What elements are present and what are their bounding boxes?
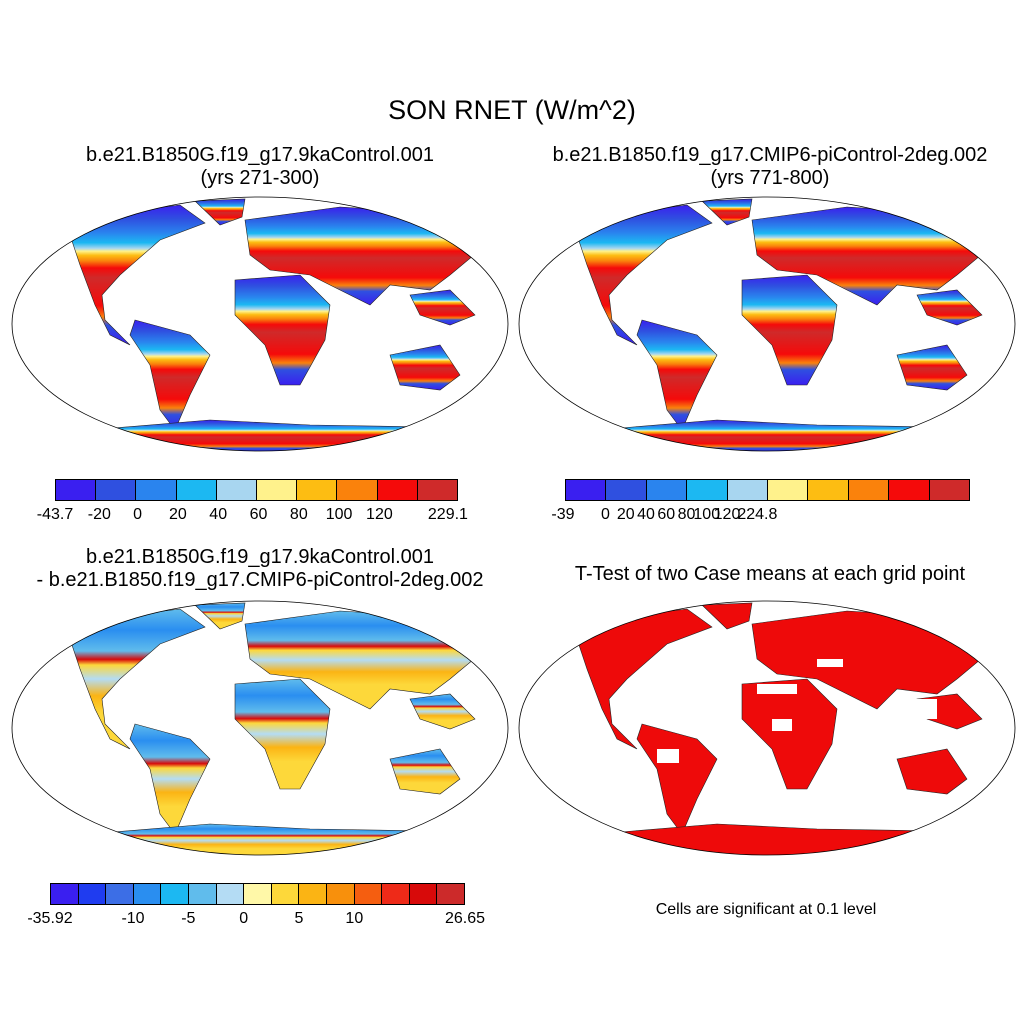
colorbar-swatch bbox=[244, 884, 272, 904]
significance-note: Cells are significant at 0.1 level bbox=[655, 901, 877, 918]
colorbar-label: 120 bbox=[366, 506, 393, 523]
colorbar-swatch bbox=[929, 480, 970, 500]
panel-2-title: b.e21.B1850.f19_g17.CMIP6-piControl-2deg… bbox=[510, 144, 1024, 190]
colorbar-label: 60 bbox=[249, 506, 268, 523]
colorbar-label: 80 bbox=[677, 506, 696, 523]
panel-1-title-line2: (yrs 271-300) bbox=[200, 167, 320, 189]
colorbar-swatch bbox=[106, 884, 134, 904]
colorbar-label: 10 bbox=[345, 910, 364, 927]
colorbar-label: -35.92 bbox=[27, 910, 73, 927]
panel-2-title-line2: (yrs 771-800) bbox=[710, 167, 830, 189]
figure-title: SON RNET (W/m^2) bbox=[388, 95, 636, 125]
colorbar-swatch bbox=[56, 480, 97, 500]
colorbar-swatch bbox=[136, 480, 177, 500]
colorbar-swatch bbox=[78, 884, 107, 904]
map-border bbox=[518, 196, 1016, 452]
colorbar-swatch bbox=[566, 480, 607, 500]
continents bbox=[576, 198, 988, 451]
colorbar-swatch bbox=[188, 884, 217, 904]
colorbar-swatch bbox=[299, 884, 327, 904]
colorbar-swatch bbox=[216, 884, 245, 904]
panel-4-title-line1: T-Test of two Case means at each grid po… bbox=[574, 563, 966, 585]
panel-3-title-line1: b.e21.B1850G.f19_g17.9kaControl.001 bbox=[85, 546, 435, 568]
colorbar-label: 20 bbox=[616, 506, 635, 523]
colorbar-swatch bbox=[687, 480, 728, 500]
colorbar-label: 40 bbox=[637, 506, 655, 523]
colorbar-swatch bbox=[437, 884, 464, 904]
panel-4-title: T-Test of two Case means at each grid po… bbox=[520, 563, 1020, 586]
colorbar-swatch bbox=[271, 884, 300, 904]
colorbar-label: -5 bbox=[181, 910, 196, 927]
colorbar-swatch bbox=[161, 884, 189, 904]
colorbar-label: -10 bbox=[121, 910, 145, 927]
colorbar-label: 120 bbox=[713, 506, 741, 523]
map-border bbox=[11, 196, 509, 452]
colorbar-swatch bbox=[646, 480, 688, 500]
map-panel-difference bbox=[11, 600, 509, 856]
panel-3-title-line2: - b.e21.B1850.f19_g17.CMIP6-piControl-2d… bbox=[36, 569, 484, 591]
colorbar-label: 100 bbox=[693, 506, 721, 523]
colorbar-label: 20 bbox=[169, 506, 187, 523]
colorbar-label: -20 bbox=[87, 506, 111, 523]
colorbar-swatch bbox=[354, 884, 383, 904]
colorbar-swatch bbox=[257, 480, 298, 500]
panel-1-title: b.e21.B1850G.f19_g17.9kaControl.001 (yrs… bbox=[20, 144, 500, 190]
colorbar-swatch bbox=[808, 480, 849, 500]
colorbar-swatch bbox=[377, 480, 418, 500]
colorbar-swatch bbox=[326, 884, 355, 904]
colorbar-swatch bbox=[51, 884, 79, 904]
colorbar-swatch bbox=[409, 884, 438, 904]
colorbar-label: -39 bbox=[551, 506, 575, 523]
colorbar-label: 0 bbox=[133, 506, 143, 523]
colorbar-swatch bbox=[96, 480, 137, 500]
continents bbox=[69, 198, 481, 451]
colorbar-label: 224.8 bbox=[737, 506, 778, 523]
colorbar-label: 5 bbox=[294, 910, 304, 927]
non-significant-cells bbox=[657, 659, 937, 763]
colorbar-swatches bbox=[565, 479, 970, 501]
colorbar-label: 40 bbox=[209, 506, 228, 523]
map-border bbox=[518, 600, 1016, 856]
map-panel-ttest bbox=[518, 600, 1016, 856]
colorbar-label: 229.1 bbox=[427, 506, 468, 523]
colorbar-swatch bbox=[382, 884, 410, 904]
panel-1-title-line1: b.e21.B1850G.f19_g17.9kaControl.001 bbox=[85, 144, 435, 166]
colorbar-swatch bbox=[889, 480, 930, 500]
colorbar-swatch bbox=[337, 480, 378, 500]
colorbar-swatch bbox=[417, 480, 458, 500]
colorbar-swatch bbox=[176, 480, 217, 500]
map-panel-9ka bbox=[11, 196, 509, 452]
colorbar-swatches bbox=[50, 883, 465, 905]
colorbar-swatch bbox=[848, 480, 890, 500]
panel-2-title-line1: b.e21.B1850.f19_g17.CMIP6-piControl-2deg… bbox=[552, 144, 988, 166]
map-border bbox=[11, 600, 509, 856]
colorbar-swatch bbox=[768, 480, 809, 500]
panel-3-title: b.e21.B1850G.f19_g17.9kaControl.001 - b.… bbox=[0, 546, 550, 592]
colorbar-label: -43.7 bbox=[36, 506, 74, 523]
colorbar-swatch bbox=[133, 884, 162, 904]
colorbar-swatch bbox=[727, 480, 769, 500]
colorbar-swatch bbox=[216, 480, 258, 500]
continents bbox=[69, 602, 481, 855]
colorbar-swatch bbox=[297, 480, 338, 500]
colorbar-label: 60 bbox=[657, 506, 676, 523]
colorbar-label: 0 bbox=[601, 506, 610, 523]
colorbar-label: 80 bbox=[289, 506, 308, 523]
colorbar-label: 0 bbox=[239, 910, 249, 927]
colorbar-label: 26.65 bbox=[444, 910, 486, 927]
colorbar-swatches bbox=[55, 479, 458, 501]
colorbar-label: 100 bbox=[325, 506, 353, 523]
map-panel-picontrol bbox=[518, 196, 1016, 452]
colorbar-swatch bbox=[606, 480, 647, 500]
